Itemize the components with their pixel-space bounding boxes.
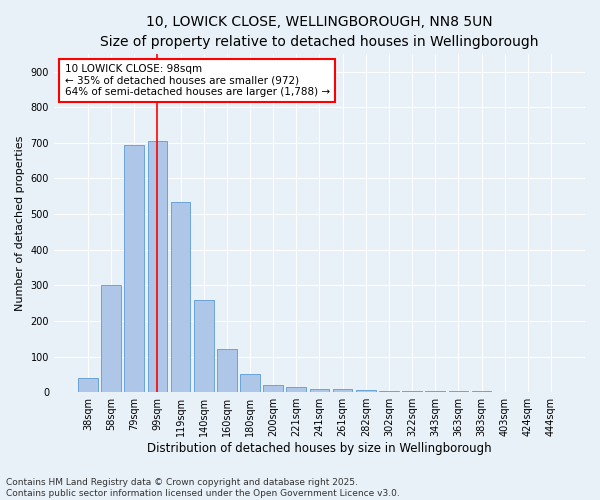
Title: 10, LOWICK CLOSE, WELLINGBOROUGH, NN8 5UN
Size of property relative to detached : 10, LOWICK CLOSE, WELLINGBOROUGH, NN8 5U… xyxy=(100,15,539,48)
Y-axis label: Number of detached properties: Number of detached properties xyxy=(15,136,25,310)
Text: 10 LOWICK CLOSE: 98sqm
← 35% of detached houses are smaller (972)
64% of semi-de: 10 LOWICK CLOSE: 98sqm ← 35% of detached… xyxy=(65,64,329,97)
Bar xyxy=(101,286,121,392)
Text: Contains HM Land Registry data © Crown copyright and database right 2025.
Contai: Contains HM Land Registry data © Crown c… xyxy=(6,478,400,498)
Bar xyxy=(402,391,422,392)
Bar xyxy=(194,300,214,392)
Bar xyxy=(124,144,144,392)
Bar xyxy=(78,378,98,392)
Bar xyxy=(310,388,329,392)
Bar xyxy=(217,350,236,392)
X-axis label: Distribution of detached houses by size in Wellingborough: Distribution of detached houses by size … xyxy=(147,442,492,455)
Bar xyxy=(379,391,399,392)
Bar xyxy=(286,387,306,392)
Bar xyxy=(333,390,352,392)
Bar xyxy=(356,390,376,392)
Bar xyxy=(263,385,283,392)
Bar xyxy=(240,374,260,392)
Bar xyxy=(425,391,445,392)
Bar xyxy=(170,202,190,392)
Bar xyxy=(148,141,167,392)
